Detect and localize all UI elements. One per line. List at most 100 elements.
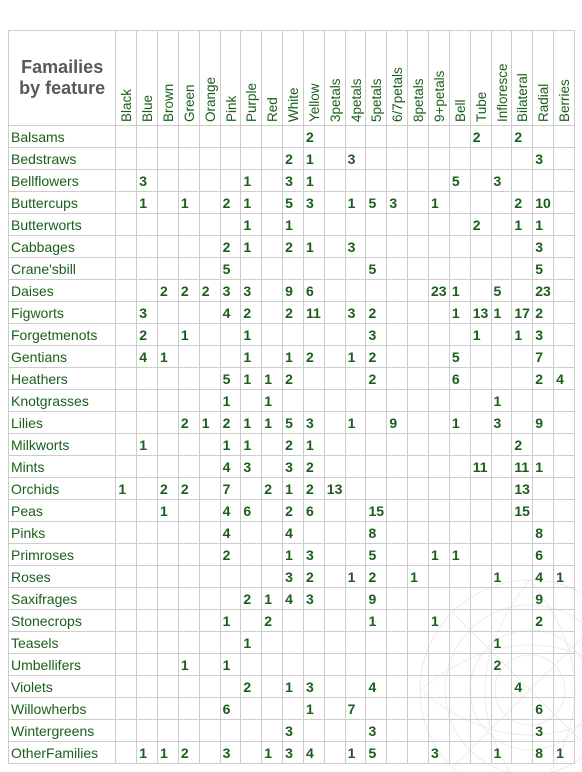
count-cell <box>365 697 388 720</box>
count-cell <box>136 257 159 280</box>
count-cell <box>344 543 367 566</box>
count-cell: 11 <box>511 455 534 478</box>
count-cell <box>490 433 513 456</box>
family-name: Daises <box>7 279 117 302</box>
count-cell <box>469 697 492 720</box>
column-header: Infloresce <box>490 30 513 126</box>
count-cell <box>177 631 200 654</box>
count-cell <box>136 455 159 478</box>
count-cell <box>261 543 284 566</box>
count-cell <box>115 257 138 280</box>
count-cell <box>511 235 534 258</box>
count-cell <box>136 389 159 412</box>
count-cell <box>469 345 492 368</box>
count-cell <box>115 697 138 720</box>
count-cell <box>386 235 409 258</box>
count-cell <box>323 741 346 764</box>
count-cell <box>490 257 513 280</box>
count-cell <box>407 719 430 742</box>
count-cell <box>115 543 138 566</box>
count-cell: 1 <box>553 741 575 764</box>
column-header-label: Radial <box>536 83 552 122</box>
count-cell <box>261 213 284 236</box>
family-name: Heathers <box>7 367 117 390</box>
count-cell <box>344 257 367 280</box>
count-cell: 17 <box>511 301 534 324</box>
count-cell: 2 <box>282 499 304 522</box>
count-cell <box>240 477 263 500</box>
count-cell <box>490 147 513 170</box>
count-cell <box>490 609 513 632</box>
count-cell <box>532 169 555 192</box>
count-cell: 2 <box>157 477 179 500</box>
count-cell <box>344 477 367 500</box>
count-cell <box>115 521 138 544</box>
count-cell <box>157 323 179 346</box>
count-cell: 1 <box>177 653 200 676</box>
count-cell <box>448 697 471 720</box>
family-name: Milkworts <box>7 433 117 456</box>
count-cell <box>344 389 367 412</box>
count-cell <box>428 257 450 280</box>
count-cell <box>490 125 513 148</box>
count-cell <box>428 323 450 346</box>
count-cell <box>469 257 492 280</box>
count-cell: 2 <box>532 367 555 390</box>
count-cell <box>157 433 179 456</box>
count-cell <box>240 125 263 148</box>
count-cell <box>386 345 409 368</box>
family-name: Orchids <box>7 477 117 500</box>
count-cell <box>198 477 221 500</box>
count-cell: 2 <box>282 433 304 456</box>
count-cell <box>407 323 430 346</box>
count-cell <box>240 147 263 170</box>
count-cell: 3 <box>302 543 325 566</box>
count-cell: 1 <box>407 565 430 588</box>
count-cell <box>490 697 513 720</box>
count-cell: 3 <box>344 235 367 258</box>
count-cell: 1 <box>261 587 284 610</box>
count-cell: 1 <box>553 565 575 588</box>
family-name: Saxifrages <box>7 587 117 610</box>
count-cell <box>553 433 575 456</box>
count-cell <box>115 213 138 236</box>
count-cell <box>428 125 450 148</box>
count-cell: 4 <box>219 455 242 478</box>
count-cell <box>157 587 179 610</box>
count-cell <box>157 367 179 390</box>
count-cell <box>365 411 388 434</box>
count-cell <box>490 345 513 368</box>
count-cell <box>386 389 409 412</box>
count-cell <box>365 213 388 236</box>
column-header: Orange <box>198 30 221 126</box>
count-cell <box>448 565 471 588</box>
count-cell: 1 <box>511 323 534 346</box>
count-cell <box>553 609 575 632</box>
count-cell <box>198 697 221 720</box>
count-cell <box>407 609 430 632</box>
family-name: Forgetmenots <box>7 323 117 346</box>
count-cell <box>198 125 221 148</box>
count-cell: 3 <box>240 455 263 478</box>
count-cell <box>198 213 221 236</box>
count-cell <box>157 719 179 742</box>
count-cell <box>511 521 534 544</box>
column-header: Berries <box>553 30 575 126</box>
count-cell <box>428 213 450 236</box>
count-cell <box>407 697 430 720</box>
count-cell <box>323 565 346 588</box>
table-row: Cabbages 2 1 2 1 3 3 <box>7 235 575 258</box>
count-cell <box>157 455 179 478</box>
count-cell: 1 <box>282 543 304 566</box>
count-cell <box>469 565 492 588</box>
count-cell: 2 <box>282 147 304 170</box>
count-cell <box>177 565 200 588</box>
count-cell <box>219 587 242 610</box>
count-cell <box>177 521 200 544</box>
count-cell <box>323 345 346 368</box>
family-name: OtherFamilies <box>7 741 117 764</box>
table-row: Pinks 4 4 8 8 <box>7 521 575 544</box>
count-cell <box>511 257 534 280</box>
count-cell <box>469 169 492 192</box>
count-cell: 13 <box>469 301 492 324</box>
